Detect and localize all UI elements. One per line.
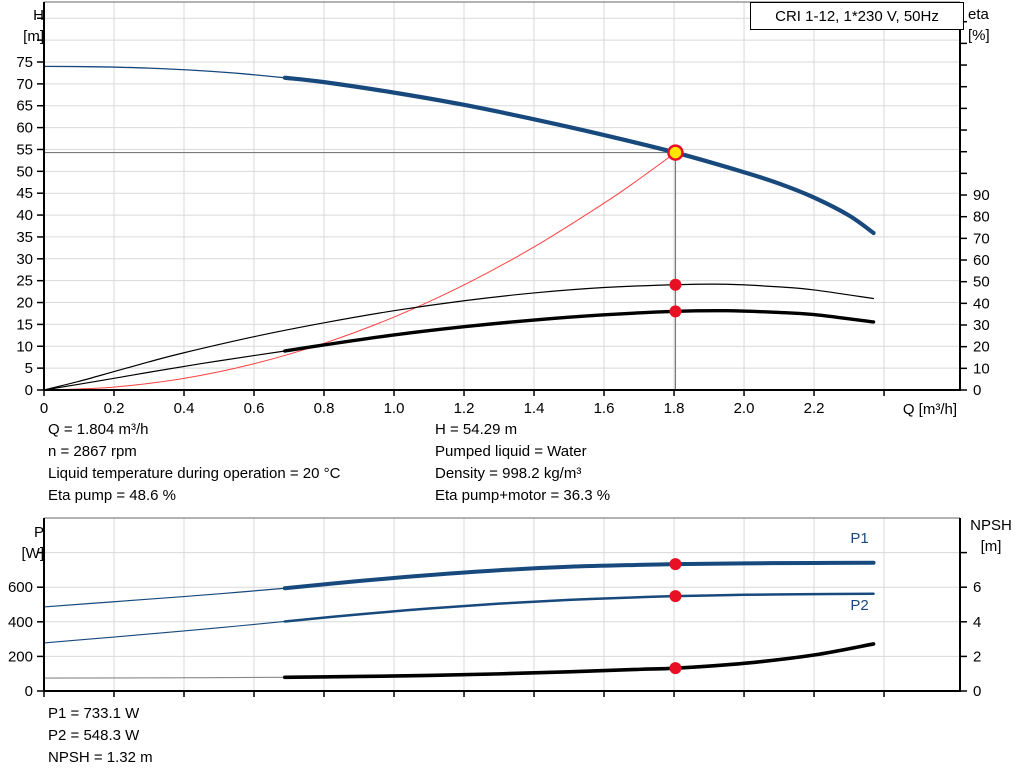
svg-text:0: 0: [973, 683, 981, 700]
annotation-row: Liquid temperature during operation = 20…: [48, 465, 341, 482]
power-npsh-chart-tick-labels: 0 200 400 600 0 2 4 6: [8, 579, 981, 700]
power-annotations: P1 = 733.1 W P2 = 548.3 W NPSH = 1.32 m: [48, 703, 153, 769]
svg-text:55: 55: [16, 141, 33, 158]
svg-text:0: 0: [973, 382, 981, 399]
p1-point: [669, 558, 682, 571]
duty-annotations-right: H = 54.29 m Pumped liquid = Water Density …: [435, 419, 610, 507]
p-axis-title: P [W]: [21, 524, 45, 562]
svg-text:25: 25: [16, 273, 33, 290]
svg-text:0: 0: [25, 683, 33, 700]
npsh-curve: [283, 642, 876, 680]
svg-text:1.8: 1.8: [664, 400, 685, 417]
svg-text:600: 600: [8, 579, 33, 596]
power-npsh-chart-ticks: [37, 551, 967, 697]
svg-text:400: 400: [8, 614, 33, 631]
qh-chart-tick-labels: 0 0.2 0.4 0.6 0.8 1.0 1.2 1.4 1.6 1.8 2.0 2.2 0 5 10 15…: [16, 54, 989, 417]
svg-text:60: 60: [973, 252, 990, 269]
pump-curve-ext: [43, 65, 286, 79]
p2-curve-label: P2: [850, 597, 868, 614]
npsh-point: [669, 662, 682, 675]
svg-text:90: 90: [973, 187, 990, 204]
system-curve: [43, 152, 676, 391]
svg-text:70: 70: [16, 76, 33, 93]
p2-curve: [283, 592, 875, 623]
svg-text:10: 10: [16, 338, 33, 355]
eta-pump-point: [669, 278, 682, 291]
annotation-row: Pumped liquid = Water: [435, 443, 587, 460]
svg-text:0.8: 0.8: [314, 400, 335, 417]
svg-text:65: 65: [16, 98, 33, 115]
svg-text:45: 45: [16, 185, 33, 202]
svg-text:20: 20: [973, 339, 990, 356]
annotation-row: Eta pump+motor = 36.3 %: [435, 487, 611, 504]
svg-text:2.0: 2.0: [734, 400, 755, 417]
pump-curve[interactable]: [282, 75, 876, 236]
svg-text:40: 40: [973, 295, 990, 312]
power-npsh-chart-grid: [44, 518, 960, 691]
svg-text:4: 4: [973, 614, 981, 631]
q-axis-title: Q [m³/h]: [902, 401, 957, 418]
svg-text:20: 20: [16, 295, 33, 312]
duty-guides: [44, 151, 677, 390]
p2-curve-ext: [43, 620, 286, 644]
svg-text:50: 50: [973, 274, 990, 291]
power-npsh-chart: 0 200 400 600 0 2 4 6 P1 P2: [8, 517, 981, 700]
svg-text:30: 30: [16, 251, 33, 268]
eta-axis-title: eta [%]: [968, 6, 990, 44]
h-axis-title: H [m]: [23, 7, 44, 45]
svg-text:15: 15: [16, 316, 33, 333]
annotation-row: Eta pump = 48.6 %: [48, 487, 176, 504]
annotation-row: P2 = 548.3 W: [48, 727, 140, 744]
npsh-curve-ext: [43, 676, 286, 679]
annotation-row: Q = 1.804 m³/h: [48, 421, 149, 438]
pump-title: CRI 1-12, 1*230 V, 50Hz: [775, 7, 939, 25]
qh-chart-ticks: [37, 17, 967, 396]
p1-curve-label: P1: [850, 530, 868, 547]
svg-text:1.2: 1.2: [454, 400, 475, 417]
annotation-row: NPSH = 1.32 m: [48, 749, 153, 766]
svg-text:75: 75: [16, 54, 33, 71]
svg-text:50: 50: [16, 163, 33, 180]
pump-title-box: CRI 1-12, 1*230 V, 50Hz: [750, 2, 964, 30]
annotation-row: n = 2867 rpm: [48, 443, 137, 460]
svg-text:10: 10: [973, 360, 990, 377]
svg-text:0: 0: [40, 400, 48, 417]
p1-curve: [282, 560, 876, 591]
p2-point: [669, 590, 682, 603]
npsh-axis-title: NPSH [m]: [970, 517, 1012, 555]
eta-pump-motor-curve: [283, 308, 876, 353]
p1-curve-ext: [43, 587, 286, 608]
annotation-row: H = 54.29 m: [435, 421, 518, 438]
annotation-row: Density = 998.2 kg/m³: [435, 465, 582, 482]
qh-chart-grid: [44, 2, 960, 390]
svg-text:0.6: 0.6: [244, 400, 265, 417]
svg-text:5: 5: [25, 360, 33, 377]
svg-text:60: 60: [16, 120, 33, 137]
svg-text:6: 6: [973, 579, 981, 596]
svg-text:80: 80: [973, 209, 990, 226]
eta-pump-motor-point: [669, 305, 682, 318]
svg-text:1.4: 1.4: [524, 400, 545, 417]
svg-text:2: 2: [973, 648, 981, 665]
svg-text:70: 70: [973, 230, 990, 247]
eta-pump-curve: [43, 283, 875, 391]
svg-text:0.2: 0.2: [104, 400, 125, 417]
eta-pump-motor-curve-ext: [43, 350, 286, 391]
svg-text:1.0: 1.0: [384, 400, 405, 417]
qh-chart-frame: 0 0.2 0.4 0.6 0.8 1.0 1.2 1.4 1.6 1.8 2.0 2.2 0 5 10 15…: [16, 1, 990, 417]
svg-text:200: 200: [8, 648, 33, 665]
duty-point[interactable]: [667, 144, 684, 161]
qh-chart: 0 0.2 0.4 0.6 0.8 1.0 1.2 1.4 1.6 1.8 2.0 2.2 0 5 10 15…: [16, 1, 990, 417]
svg-text:0: 0: [25, 382, 33, 399]
svg-text:30: 30: [973, 317, 990, 334]
svg-text:35: 35: [16, 229, 33, 246]
duty-annotations-left: Q = 1.804 m³/h n = 2867 rpm Liquid tempera…: [48, 419, 340, 507]
power-npsh-chart-frame: 0 200 400 600 0 2 4 6: [8, 517, 981, 700]
svg-text:1.6: 1.6: [594, 400, 615, 417]
svg-text:0.4: 0.4: [174, 400, 195, 417]
svg-text:40: 40: [16, 207, 33, 224]
svg-text:2.2: 2.2: [804, 400, 825, 417]
annotation-row: P1 = 733.1 W: [48, 705, 140, 722]
